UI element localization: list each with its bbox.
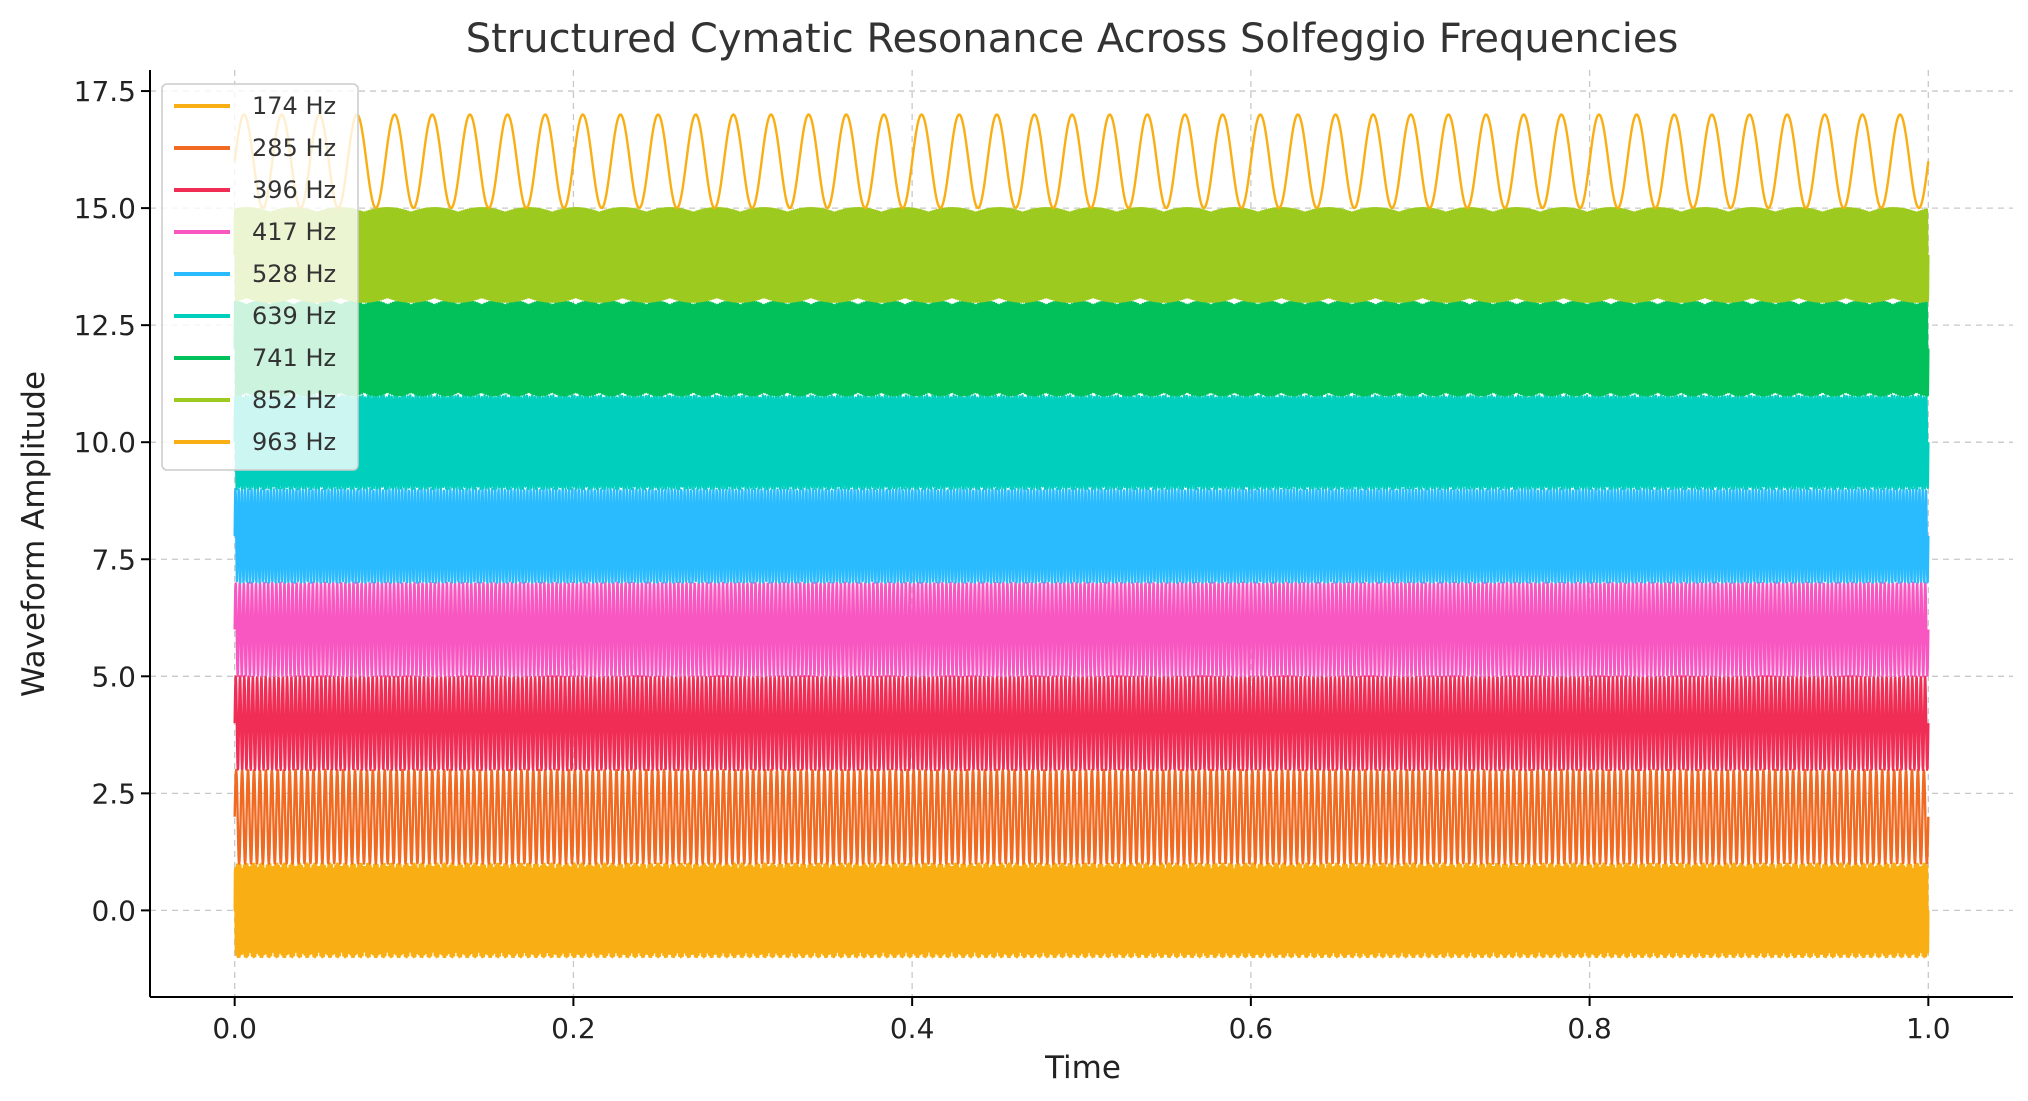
series-line-741-hz	[233, 300, 1930, 397]
legend-label: 852 Hz	[252, 386, 336, 414]
series-line-174-hz	[233, 113, 1930, 210]
series-line-285-hz	[233, 768, 1930, 865]
y-tick-label: 5.0	[91, 660, 136, 693]
y-tick-label: 12.5	[74, 309, 136, 342]
y-tick-label: 10.0	[74, 426, 136, 459]
series-line-639-hz	[233, 394, 1930, 491]
y-tick-label: 15.0	[74, 192, 136, 225]
y-axis-label: Waveform Amplitude	[16, 371, 52, 697]
legend: 174 Hz 285 Hz 396 Hz 417 Hz 528 Hz 639 Hz 741 …	[161, 83, 359, 471]
x-tick-label: 0.4	[890, 1012, 935, 1045]
legend-label: 174 Hz	[252, 92, 336, 120]
series-lines	[233, 113, 1930, 959]
x-axis-label: Time	[1044, 1050, 1121, 1086]
legend-label: 285 Hz	[252, 134, 336, 162]
series-line-417-hz	[233, 581, 1930, 678]
ticks: 0.0 0.2 0.4 0.6 0.8 1.0 0.0 2.5 5.0 7.5 10.0 12.5 15…	[74, 75, 1951, 1045]
series-line-396-hz	[233, 675, 1930, 772]
x-tick-label: 0.2	[551, 1012, 596, 1045]
legend-box	[161, 83, 359, 471]
legend-label: 639 Hz	[252, 302, 336, 330]
chart-title: Structured Cymatic Resonance Across Solf…	[466, 16, 1679, 62]
series-line-963-hz	[233, 862, 1930, 959]
legend-label: 528 Hz	[252, 260, 336, 288]
legend-label: 741 Hz	[252, 344, 336, 372]
legend-label: 963 Hz	[252, 428, 336, 456]
y-tick-label: 2.5	[91, 777, 136, 810]
legend-label: 396 Hz	[252, 176, 336, 204]
x-tick-label: 0.8	[1567, 1012, 1612, 1045]
y-tick-label: 7.5	[91, 543, 136, 576]
y-tick-label: 17.5	[74, 75, 136, 108]
x-tick-label: 0.0	[212, 1012, 257, 1045]
axes	[149, 70, 2013, 998]
series-line-528-hz	[233, 487, 1930, 584]
y-tick-label: 0.0	[91, 894, 136, 927]
x-tick-label: 1.0	[1906, 1012, 1951, 1045]
x-tick-label: 0.6	[1229, 1012, 1274, 1045]
legend-label: 417 Hz	[252, 218, 336, 246]
series-line-852-hz	[233, 206, 1930, 303]
